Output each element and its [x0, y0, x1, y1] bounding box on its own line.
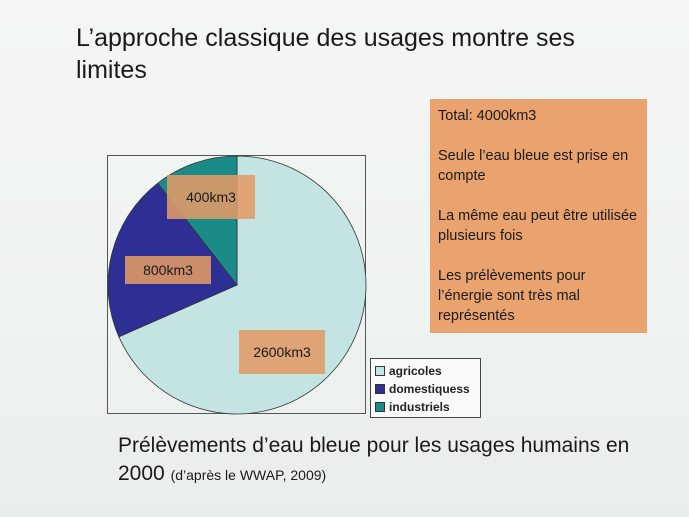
pie-label-text-domestiquess: 800km3: [143, 262, 193, 278]
pie-label-text-agricoles: 2600km3: [253, 344, 311, 360]
slide-title: L’approche classique des usages montre s…: [76, 24, 575, 84]
pie-data-label-agricoles: 2600km3: [239, 330, 325, 374]
info-note-energy: Les prélèvements pour l’énergie sont trè…: [438, 268, 586, 324]
legend-swatch-domestiquess: [375, 384, 385, 394]
legend-item-domestiquess: domestiquess: [375, 380, 476, 398]
legend-label-industriels: industriels: [389, 400, 450, 414]
caption-main: Prélèvements d’eau bleue pour les usages…: [118, 434, 630, 485]
info-note-blue-water: Seule l’eau bleue est prise en compte: [438, 148, 629, 184]
pie-label-text-industriels: 400km3: [186, 189, 236, 205]
pie-label-box-domestiquess: [125, 256, 211, 284]
pie-chart: 2600km3 800km3 400km3: [107, 155, 367, 415]
legend-swatch-industriels: [375, 402, 385, 412]
info-box: Total: 4000km3 Seule l’eau bleue est pri…: [430, 99, 647, 333]
legend-label-domestiquess: domestiquess: [389, 382, 470, 396]
info-total: Total: 4000km3: [438, 108, 537, 124]
pie-label-box-industriels: [167, 175, 255, 219]
legend-item-industriels: industriels: [375, 398, 476, 416]
pie-label-box-agricoles: [239, 330, 325, 374]
pie-data-label-industriels: 400km3: [167, 175, 255, 219]
chart-legend: agricoles domestiquess industriels: [370, 358, 481, 418]
legend-swatch-agricoles: [375, 366, 385, 376]
chart-caption: Prélèvements d’eau bleue pour les usages…: [118, 432, 638, 489]
pie-data-label-domestiquess: 800km3: [125, 256, 211, 284]
info-note-reuse: La même eau peut être utilisée plusieurs…: [438, 208, 638, 244]
legend-item-agricoles: agricoles: [375, 362, 476, 380]
legend-label-agricoles: agricoles: [389, 364, 442, 378]
caption-source: (d’après le WWAP, 2009): [170, 467, 327, 483]
